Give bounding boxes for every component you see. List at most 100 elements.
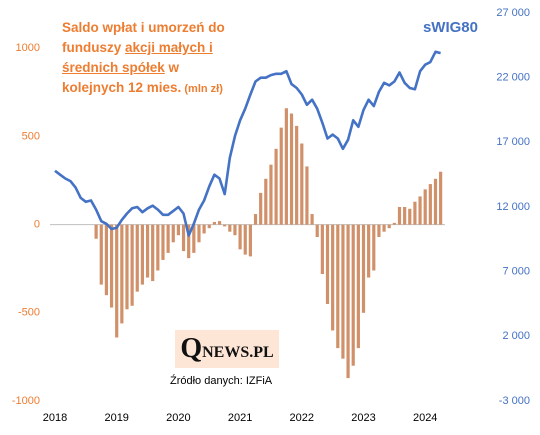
bar <box>284 108 288 225</box>
bar <box>274 148 278 225</box>
bar <box>361 224 366 313</box>
bar <box>104 224 109 296</box>
y2-tick-label: 17 000 <box>496 136 530 148</box>
bar <box>289 113 294 225</box>
x-tick-label: 2018 <box>43 412 67 424</box>
y-tick-label: -500 <box>18 307 40 319</box>
bar <box>120 224 124 324</box>
bar <box>140 224 145 285</box>
bar <box>418 196 422 225</box>
y-tick-label: 0 <box>34 219 40 231</box>
bar <box>310 214 314 225</box>
bar <box>439 171 443 225</box>
bar <box>99 224 103 285</box>
bar <box>109 224 114 308</box>
series-label: sWIG80 <box>423 19 478 36</box>
title-part: średnich spółek <box>62 60 165 75</box>
bar <box>300 143 304 225</box>
bar <box>233 224 237 236</box>
bar <box>269 164 273 225</box>
bar <box>423 189 427 225</box>
bar <box>181 224 186 252</box>
bar <box>243 224 247 255</box>
line <box>54 50 441 237</box>
bar <box>171 224 175 243</box>
x-tick-label: 2022 <box>290 412 314 424</box>
bar <box>341 224 345 359</box>
bar <box>331 224 335 331</box>
bar <box>259 192 263 225</box>
y-tick-label: 500 <box>22 130 40 142</box>
y2-tick-label: 12 000 <box>496 201 530 213</box>
bar <box>202 224 206 234</box>
bar <box>248 224 252 257</box>
bar <box>223 224 227 227</box>
x-tick-label: 2024 <box>413 412 437 424</box>
logo-part: Q <box>180 333 203 364</box>
bar <box>176 224 180 236</box>
bar <box>377 224 381 237</box>
bar <box>217 221 222 225</box>
bar <box>351 224 355 366</box>
bar <box>207 224 211 229</box>
bar <box>397 207 402 225</box>
bar <box>192 224 196 253</box>
y2-tick-label: 2 000 <box>502 330 530 342</box>
bar <box>295 125 299 225</box>
bar <box>356 224 360 349</box>
bar <box>372 224 376 271</box>
bar <box>315 224 319 237</box>
title-part: (mln zł) <box>181 83 223 95</box>
x-tick-label: 2019 <box>104 412 128 424</box>
bar <box>413 201 417 225</box>
x-tick-label: 2021 <box>228 412 252 424</box>
bar <box>367 224 371 278</box>
bar <box>264 178 268 225</box>
bar <box>336 224 340 349</box>
bar <box>228 224 232 232</box>
title-part: w <box>164 60 180 75</box>
bar <box>403 207 407 225</box>
bar <box>156 224 160 271</box>
logo-part: NEWS.PL <box>202 344 274 361</box>
bar <box>115 224 119 338</box>
bar <box>161 224 165 260</box>
bar <box>212 221 216 225</box>
bar <box>320 224 324 275</box>
title-part: funduszy <box>62 40 125 55</box>
bar <box>408 208 412 225</box>
title-part: akcji małych i <box>125 40 213 55</box>
y-tick-label: -1000 <box>12 395 40 407</box>
bar <box>346 224 350 379</box>
bar <box>382 224 386 232</box>
bar <box>151 224 155 282</box>
logo: QNEWS.PL <box>175 330 279 368</box>
chart-title: Saldo wpłat i umorzeń do funduszy akcji m… <box>62 18 262 99</box>
bar <box>238 224 242 250</box>
source: Źródło danych: IZFiA <box>170 375 273 387</box>
title-part: kolejnych 12 mies. <box>62 80 182 95</box>
x-tick-label: 2020 <box>166 412 190 424</box>
bar <box>433 178 438 225</box>
bar <box>145 224 150 278</box>
y-tick-label: 1000 <box>16 42 40 54</box>
title-part: Saldo wpłat i umorzeń do <box>62 20 225 35</box>
y2-tick-label: 27 000 <box>496 7 530 19</box>
bar <box>253 214 258 225</box>
bar <box>428 184 432 225</box>
bar <box>166 224 170 253</box>
bar <box>279 127 283 225</box>
bar <box>135 224 139 292</box>
y2-tick-label: 7 000 <box>502 266 530 278</box>
bar <box>305 166 309 225</box>
y2-tick-label: -3 000 <box>499 395 530 407</box>
x-tick-label: 2023 <box>351 412 375 424</box>
bar <box>387 224 391 229</box>
y2-tick-label: 22 000 <box>496 72 530 84</box>
bar <box>325 224 330 304</box>
bar <box>392 222 396 225</box>
bar <box>94 224 98 239</box>
bar <box>125 224 129 310</box>
